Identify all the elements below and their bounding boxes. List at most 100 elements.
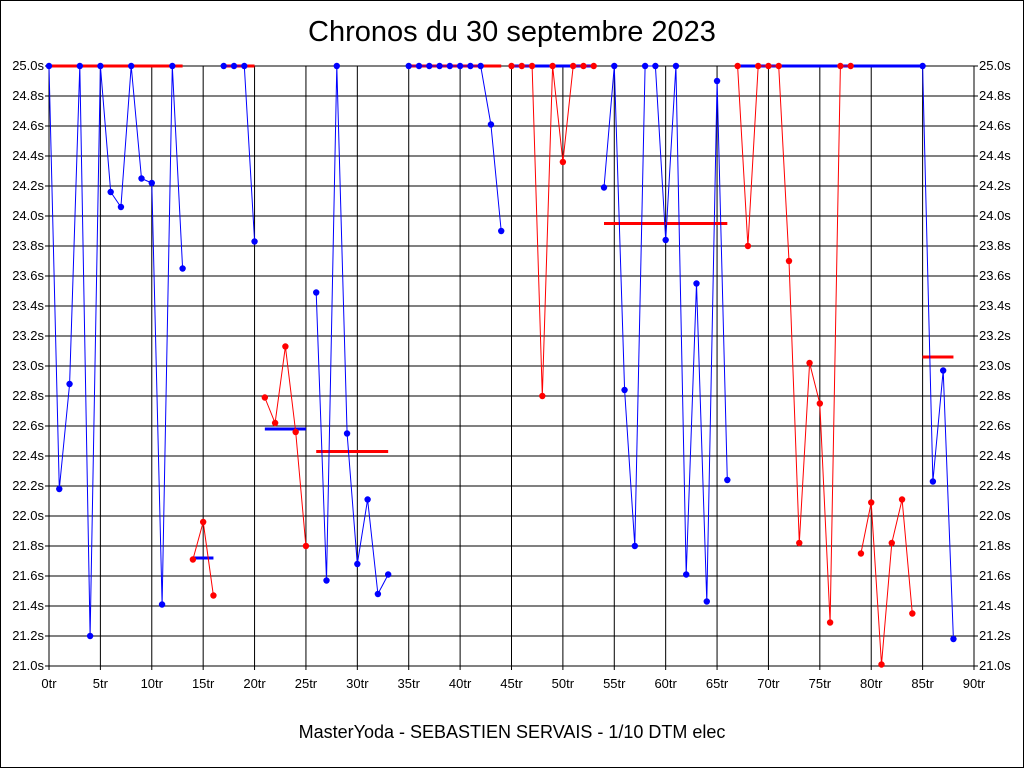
data-point bbox=[621, 386, 628, 394]
x-tick-label: 5tr bbox=[93, 676, 109, 691]
data-point bbox=[384, 571, 392, 578]
data-point bbox=[117, 203, 125, 211]
x-tick-label: 60tr bbox=[654, 676, 677, 691]
data-point bbox=[333, 62, 340, 70]
data-point bbox=[364, 496, 371, 503]
data-point bbox=[199, 518, 207, 526]
y-tick-label-left: 21.4s bbox=[12, 598, 44, 613]
series-line bbox=[315, 65, 389, 596]
data-point bbox=[508, 62, 515, 70]
series-points bbox=[45, 62, 957, 668]
x-tick-label: 45tr bbox=[500, 676, 523, 691]
average-lines bbox=[49, 64, 954, 560]
data-point bbox=[611, 62, 618, 70]
x-tick-label: 90tr bbox=[963, 676, 986, 691]
data-point bbox=[662, 236, 669, 244]
data-point bbox=[754, 62, 762, 70]
series-line bbox=[737, 65, 851, 623]
data-point bbox=[436, 62, 443, 70]
data-point bbox=[210, 592, 217, 599]
data-point bbox=[806, 359, 813, 367]
y-tick-label-right: 21.0s bbox=[979, 658, 1011, 673]
grid-layer bbox=[45, 65, 978, 670]
data-point bbox=[179, 265, 186, 272]
y-tick-label-left: 21.2s bbox=[12, 628, 44, 643]
data-point bbox=[693, 280, 700, 287]
data-point bbox=[128, 62, 135, 70]
y-tick-label-left: 21.0s bbox=[12, 658, 44, 673]
x-tick-label: 0tr bbox=[41, 676, 57, 691]
x-tick-label: 35tr bbox=[398, 676, 421, 691]
y-tick-label-left: 25.0s bbox=[12, 58, 44, 73]
data-point bbox=[744, 242, 752, 250]
data-point bbox=[323, 577, 330, 584]
data-point bbox=[888, 539, 895, 547]
data-point bbox=[672, 62, 680, 70]
data-point bbox=[343, 430, 351, 437]
data-point bbox=[518, 62, 525, 70]
y-tick-label-left: 23.4s bbox=[12, 298, 44, 313]
data-point bbox=[816, 400, 824, 407]
data-point bbox=[313, 289, 320, 296]
series-line bbox=[223, 65, 256, 242]
y-tick-label-right: 24.4s bbox=[979, 148, 1011, 163]
data-point bbox=[230, 62, 238, 70]
x-tick-label: 50tr bbox=[552, 676, 575, 691]
x-tick-label: 25tr bbox=[295, 676, 318, 691]
data-point bbox=[271, 419, 279, 427]
data-point bbox=[148, 179, 155, 187]
y-tick-label-right: 24.0s bbox=[979, 208, 1011, 223]
data-point bbox=[169, 62, 176, 70]
x-tick-label: 30tr bbox=[346, 676, 369, 691]
data-point bbox=[683, 571, 690, 578]
chart-footer: MasterYoda - SEBASTIEN SERVAIS - 1/10 DT… bbox=[298, 722, 726, 742]
data-point bbox=[847, 62, 854, 70]
series-line bbox=[48, 65, 184, 637]
data-point bbox=[929, 478, 937, 485]
data-point bbox=[261, 394, 269, 401]
chart-title: Chronos du 30 septembre 2023 bbox=[308, 16, 716, 48]
data-point bbox=[426, 62, 433, 70]
series-line bbox=[922, 65, 954, 640]
data-point bbox=[86, 632, 94, 640]
data-point bbox=[477, 62, 484, 70]
data-point bbox=[703, 598, 710, 605]
y-tick-label-right: 21.4s bbox=[979, 598, 1011, 613]
y-tick-label-left: 22.4s bbox=[12, 448, 44, 463]
data-point bbox=[446, 62, 454, 70]
x-tick-label: 10tr bbox=[141, 676, 164, 691]
y-tick-label-right: 23.6s bbox=[979, 268, 1011, 283]
y-tick-label-left: 22.0s bbox=[12, 508, 44, 523]
data-point bbox=[45, 62, 53, 70]
data-point bbox=[898, 496, 906, 503]
x-tick-label: 75tr bbox=[809, 676, 832, 691]
data-point bbox=[456, 62, 464, 70]
data-point bbox=[405, 62, 412, 70]
y-tick-label-right: 24.8s bbox=[979, 88, 1011, 103]
data-point bbox=[734, 62, 741, 70]
y-tick-label-left: 23.2s bbox=[12, 328, 44, 343]
data-point bbox=[56, 485, 63, 493]
data-point bbox=[580, 62, 587, 70]
x-tick-label: 40tr bbox=[449, 676, 472, 691]
data-point bbox=[559, 158, 567, 166]
data-point bbox=[909, 610, 916, 617]
y-tick-label-right: 22.4s bbox=[979, 448, 1011, 463]
y-tick-label-left: 22.6s bbox=[12, 418, 44, 433]
y-tick-label-left: 24.8s bbox=[12, 88, 44, 103]
data-point bbox=[282, 343, 289, 350]
data-point bbox=[631, 542, 639, 550]
tick-labels: 21.0s 21.0s 21.2s 21.2s 21.4s 21.4s 21.6s 21.6s… bbox=[12, 58, 1011, 691]
y-tick-label-right: 23.2s bbox=[979, 328, 1011, 343]
data-point bbox=[724, 476, 731, 484]
y-tick-label-right: 22.8s bbox=[979, 388, 1011, 403]
data-point bbox=[641, 62, 649, 70]
data-point bbox=[487, 121, 495, 128]
data-point bbox=[498, 227, 505, 235]
data-point bbox=[374, 590, 382, 598]
data-point bbox=[785, 257, 793, 265]
y-tick-label-right: 23.0s bbox=[979, 358, 1011, 373]
x-tick-label: 80tr bbox=[860, 676, 883, 691]
data-point bbox=[569, 62, 577, 70]
data-point bbox=[292, 428, 299, 436]
